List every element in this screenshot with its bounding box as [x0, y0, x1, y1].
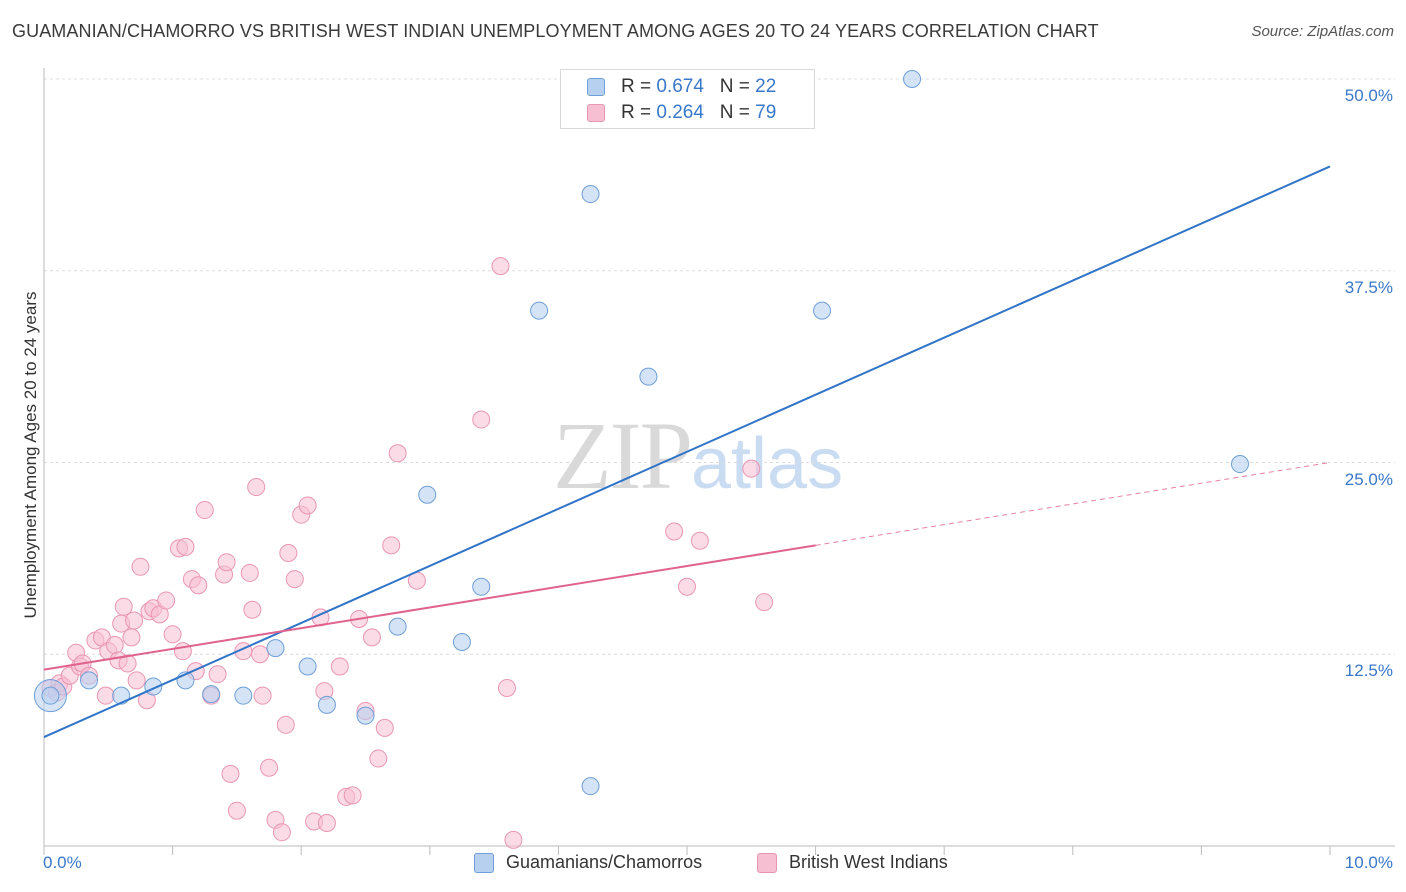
data-point-british-west-indians	[472, 410, 491, 429]
data-point-british-west-indians	[118, 654, 137, 673]
data-point-british-west-indians	[272, 823, 291, 842]
data-point-guamanians-chamorros	[112, 686, 131, 705]
legend-label-blue: Guamanians/Chamorros	[506, 852, 703, 872]
data-point-british-west-indians	[298, 496, 317, 515]
data-point-british-west-indians	[176, 537, 195, 556]
axes	[43, 68, 1395, 855]
y-tick-label: 50.0%	[1344, 86, 1393, 105]
data-point-british-west-indians	[163, 625, 182, 644]
source-label: Source: ZipAtlas.com	[1251, 23, 1394, 40]
legend-label-pink: British West Indians	[789, 852, 948, 872]
data-point-guamanians-chamorros	[80, 671, 99, 690]
trend-line-british-west-indians	[43, 544, 816, 671]
data-point-guamanians-chamorros	[813, 301, 832, 320]
data-point-guamanians-chamorros	[530, 301, 549, 320]
data-point-british-west-indians	[96, 686, 115, 705]
data-point-british-west-indians	[665, 522, 684, 541]
data-point-british-west-indians	[317, 813, 336, 832]
data-point-guamanians-chamorros	[1230, 455, 1249, 474]
data-point-british-west-indians	[243, 600, 262, 619]
r-value-pink: 0.264	[656, 102, 704, 123]
data-point-british-west-indians	[195, 501, 214, 520]
data-point-british-west-indians	[127, 671, 146, 690]
series-guamanians-chamorros	[33, 70, 1249, 796]
data-point-british-west-indians	[131, 557, 150, 576]
data-point-british-west-indians	[375, 718, 394, 737]
data-point-guamanians-chamorros	[317, 695, 336, 714]
x-tick-label: 10.0%	[1344, 853, 1393, 872]
pink-swatch-icon	[757, 853, 777, 873]
data-point-british-west-indians	[122, 628, 141, 647]
data-point-guamanians-chamorros	[298, 657, 317, 676]
data-point-british-west-indians	[260, 758, 279, 777]
r-value-blue: 0.674	[656, 76, 704, 97]
data-point-guamanians-chamorros	[452, 632, 471, 651]
data-point-british-west-indians	[125, 611, 144, 630]
trend-lines	[43, 165, 1331, 739]
data-point-guamanians-chamorros	[41, 686, 60, 705]
data-point-british-west-indians	[105, 636, 124, 655]
n-label: N =	[719, 102, 756, 123]
n-value-blue: 22	[755, 76, 777, 97]
data-point-british-west-indians	[678, 577, 696, 596]
data-point-guamanians-chamorros	[903, 70, 922, 88]
data-point-british-west-indians	[227, 801, 246, 820]
data-point-guamanians-chamorros	[581, 777, 600, 796]
data-point-guamanians-chamorros	[202, 685, 221, 704]
data-point-british-west-indians	[279, 544, 298, 563]
data-point-british-west-indians	[208, 665, 227, 684]
data-point-british-west-indians	[497, 678, 516, 697]
data-point-british-west-indians	[504, 830, 523, 849]
r-label: R =	[621, 76, 657, 97]
data-point-british-west-indians	[240, 563, 259, 582]
pink-swatch-icon	[587, 104, 605, 122]
data-point-guamanians-chamorros	[639, 367, 658, 386]
data-point-guamanians-chamorros	[356, 706, 375, 725]
data-point-guamanians-chamorros	[234, 686, 253, 705]
data-point-british-west-indians	[217, 553, 236, 572]
data-point-british-west-indians	[388, 444, 407, 463]
data-point-guamanians-chamorros	[388, 617, 407, 636]
data-point-guamanians-chamorros	[581, 185, 600, 204]
trend-line-extension-british-west-indians	[815, 462, 1331, 546]
data-point-guamanians-chamorros	[418, 485, 437, 504]
series-british-west-indians	[41, 257, 774, 849]
data-point-british-west-indians	[189, 576, 208, 595]
data-point-british-west-indians	[690, 531, 709, 550]
data-point-british-west-indians	[742, 459, 761, 478]
n-value-pink: 79	[755, 102, 777, 123]
data-point-british-west-indians	[221, 764, 240, 783]
data-point-british-west-indians	[251, 645, 270, 664]
data-point-british-west-indians	[285, 570, 304, 589]
n-label: N =	[719, 76, 756, 97]
data-point-british-west-indians	[157, 591, 176, 610]
data-point-british-west-indians	[173, 642, 192, 661]
data-point-british-west-indians	[276, 715, 295, 734]
data-point-british-west-indians	[343, 786, 362, 805]
data-point-british-west-indians	[114, 597, 133, 616]
data-point-british-west-indians	[382, 536, 401, 555]
chart-title: GUAMANIAN/CHAMORRO VS BRITISH WEST INDIA…	[12, 21, 1099, 41]
data-point-guamanians-chamorros	[472, 577, 491, 596]
data-point-british-west-indians	[755, 593, 774, 612]
correlation-legend: R = 0.674 N = 22 R = 0.264 N = 79	[560, 69, 815, 129]
data-point-british-west-indians	[330, 657, 349, 676]
data-point-british-west-indians	[491, 257, 510, 276]
y-tick-label: 37.5%	[1344, 277, 1393, 297]
data-point-british-west-indians	[247, 478, 266, 497]
data-point-guamanians-chamorros	[266, 639, 285, 658]
y-axis-label: Unemployment Among Ages 20 to 24 years	[21, 291, 40, 619]
trend-line-guamanians-chamorros	[43, 165, 1331, 739]
data-point-british-west-indians	[369, 749, 388, 768]
r-label: R =	[621, 102, 657, 123]
data-point-british-west-indians	[362, 628, 381, 647]
blue-swatch-icon	[474, 853, 494, 873]
blue-swatch-icon	[587, 78, 605, 96]
y-tick-label: 12.5%	[1344, 661, 1393, 681]
data-point-british-west-indians	[253, 686, 272, 705]
y-tick-label: 25.0%	[1344, 469, 1393, 489]
x-tick-label: 0.0%	[43, 853, 82, 872]
